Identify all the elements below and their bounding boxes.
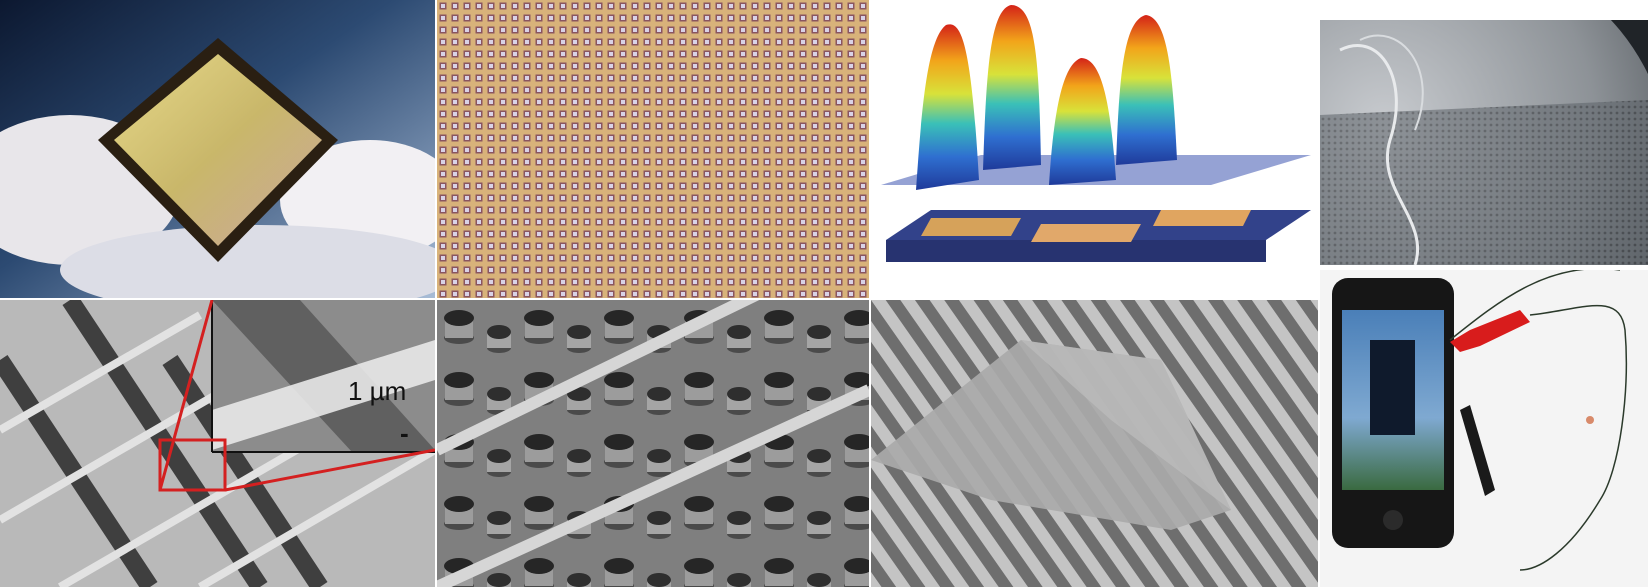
scale-bar-marker: - bbox=[400, 418, 409, 448]
scale-bar-label: 1 µm bbox=[348, 376, 407, 406]
surface-peaks-panel bbox=[871, 0, 1318, 298]
sem-membrane-panel bbox=[871, 300, 1318, 587]
pixel-array-panel bbox=[437, 0, 869, 298]
sem-crossbar-panel: 1 µm - bbox=[0, 300, 435, 587]
chip-photo-panel bbox=[0, 0, 435, 298]
phone-clips-panel bbox=[1320, 270, 1648, 587]
coin-mesh-panel bbox=[1320, 20, 1648, 265]
sem-pillars-panel bbox=[437, 300, 869, 587]
